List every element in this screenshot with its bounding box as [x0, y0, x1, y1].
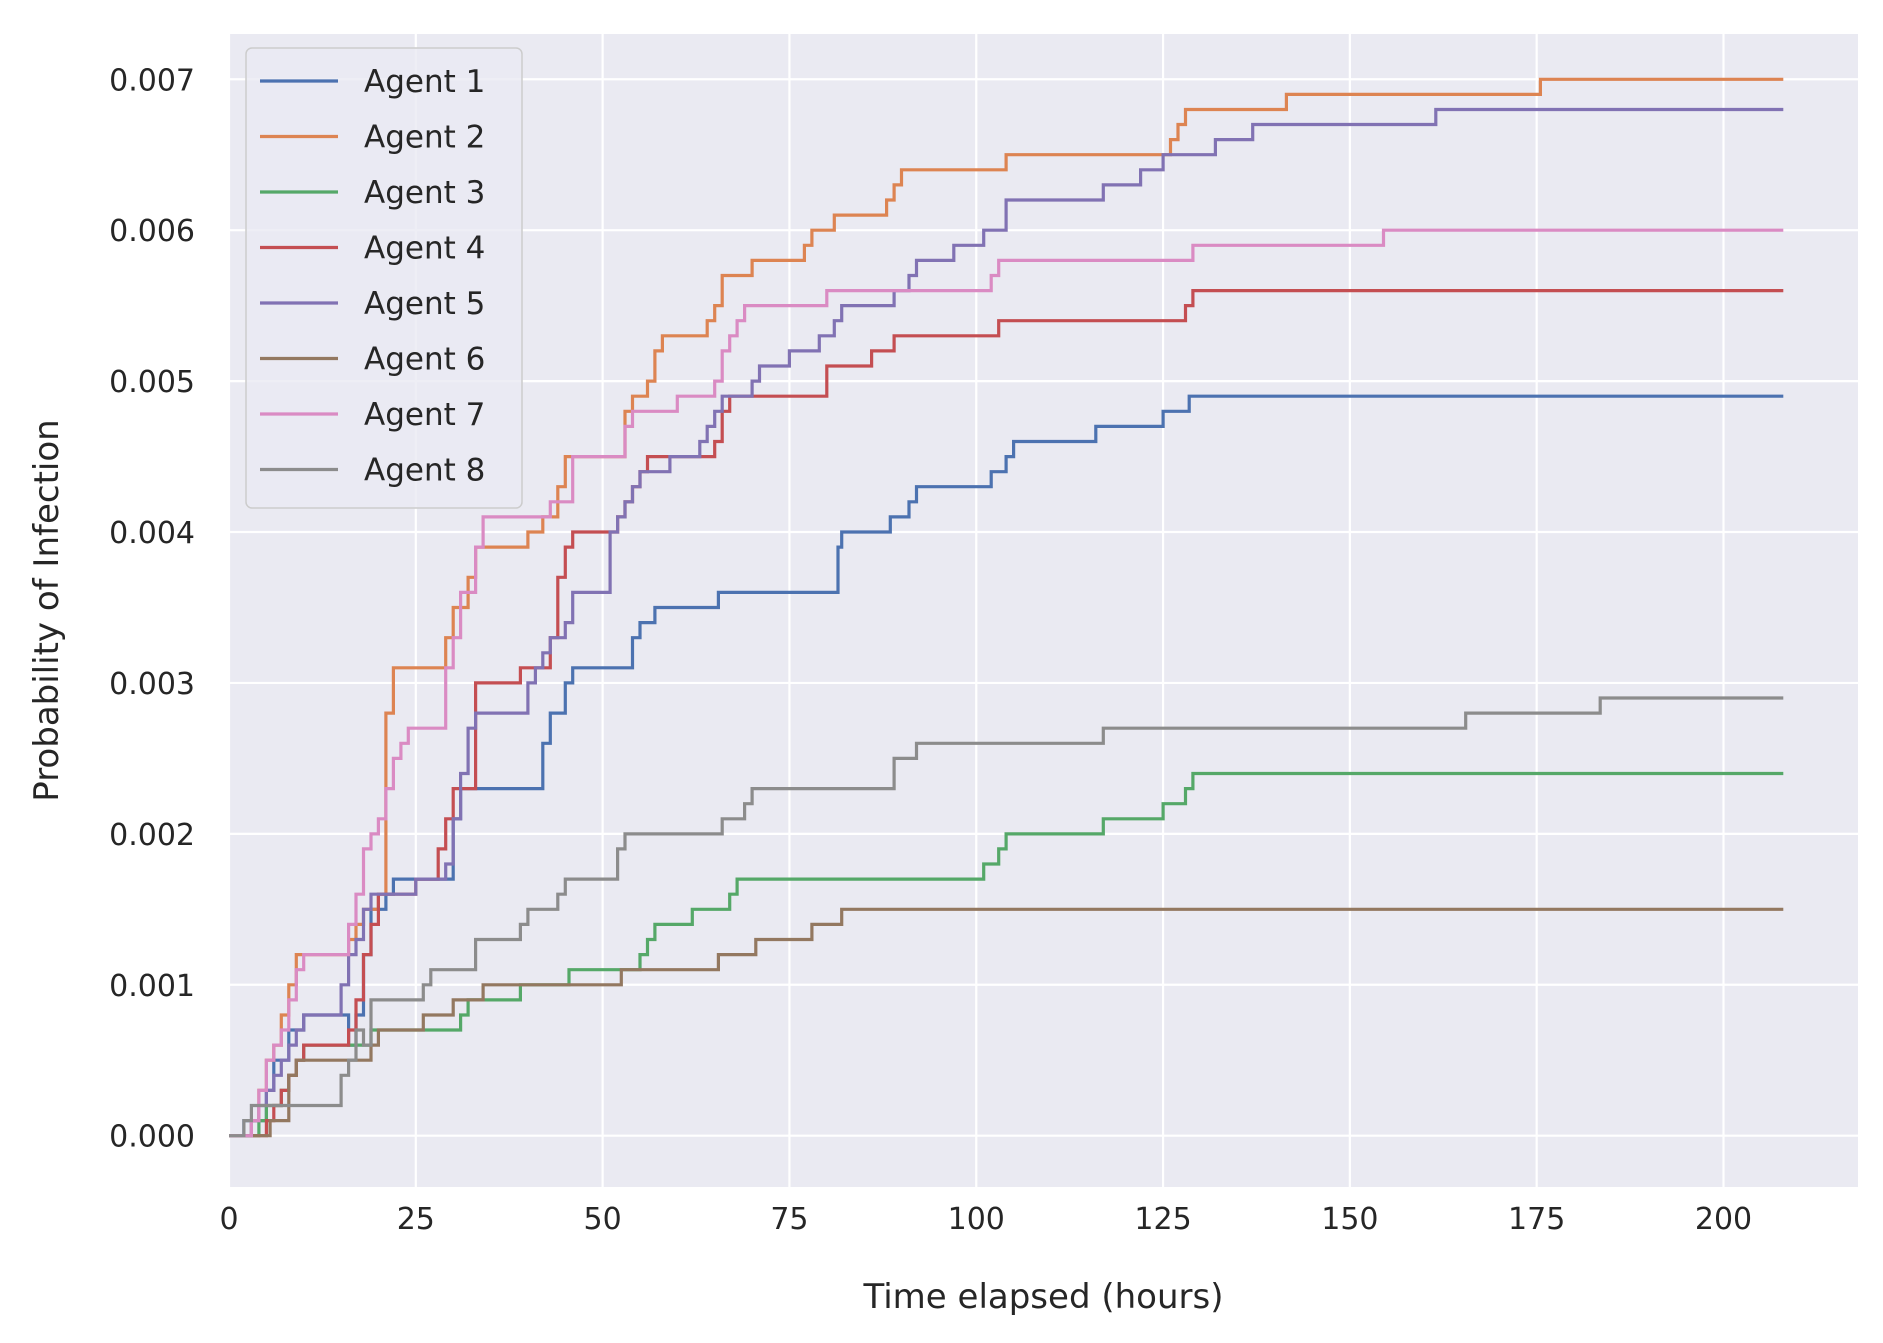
y-axis-label: Probability of Infection — [27, 419, 67, 801]
x-axis-ticks: 0 25 50 75 100 125 150 175 200 — [219, 1202, 1752, 1237]
legend-entry: Agent 2 — [364, 120, 485, 156]
x-tick-label: 75 — [770, 1202, 808, 1237]
y-tick-label: 0.000 — [109, 1120, 195, 1155]
legend-entry: Agent 8 — [364, 453, 485, 489]
series-lines — [229, 77, 1784, 1138]
x-tick-label: 150 — [1321, 1202, 1378, 1237]
y-axis-ticks: 0.000 0.001 0.002 0.003 0.004 0.005 0.006 0.007 — [109, 63, 195, 1154]
x-tick-label: 0 — [219, 1202, 238, 1237]
series-line-agent-8 — [229, 696, 1784, 1138]
x-tick-label: 25 — [397, 1202, 435, 1237]
series-line-agent-1 — [229, 394, 1784, 1138]
legend-entry: Agent 5 — [364, 286, 485, 322]
legend: Agent 1 Agent 2 Agent 3 Agent 4 Agent 5 Agent… — [245, 47, 523, 509]
y-tick-label: 0.002 — [109, 818, 195, 853]
x-axis-label: Time elapsed (hours) — [863, 1277, 1224, 1317]
x-tick-label: 125 — [1134, 1202, 1191, 1237]
y-tick-label: 0.004 — [109, 516, 195, 551]
series-line-agent-6 — [229, 907, 1784, 1138]
legend-box — [245, 47, 523, 509]
legend-entry: Agent 6 — [364, 342, 485, 378]
legend-entry: Agent 4 — [364, 231, 485, 267]
y-tick-label: 0.007 — [109, 63, 195, 98]
y-tick-label: 0.006 — [109, 214, 195, 249]
y-tick-label: 0.001 — [109, 969, 195, 1004]
x-tick-label: 100 — [948, 1202, 1005, 1237]
x-tick-label: 200 — [1695, 1202, 1752, 1237]
legend-entry: Agent 7 — [364, 397, 485, 433]
x-tick-label: 175 — [1508, 1202, 1565, 1237]
legend-entry: Agent 3 — [364, 175, 485, 211]
x-tick-label: 50 — [584, 1202, 622, 1237]
y-tick-label: 0.005 — [109, 365, 195, 400]
series-line-agent-7 — [229, 228, 1784, 1138]
series-line-agent-5 — [229, 107, 1784, 1138]
grid-lines — [227, 34, 1858, 1187]
y-tick-label: 0.003 — [109, 667, 195, 702]
legend-entry: Agent 1 — [364, 64, 485, 100]
